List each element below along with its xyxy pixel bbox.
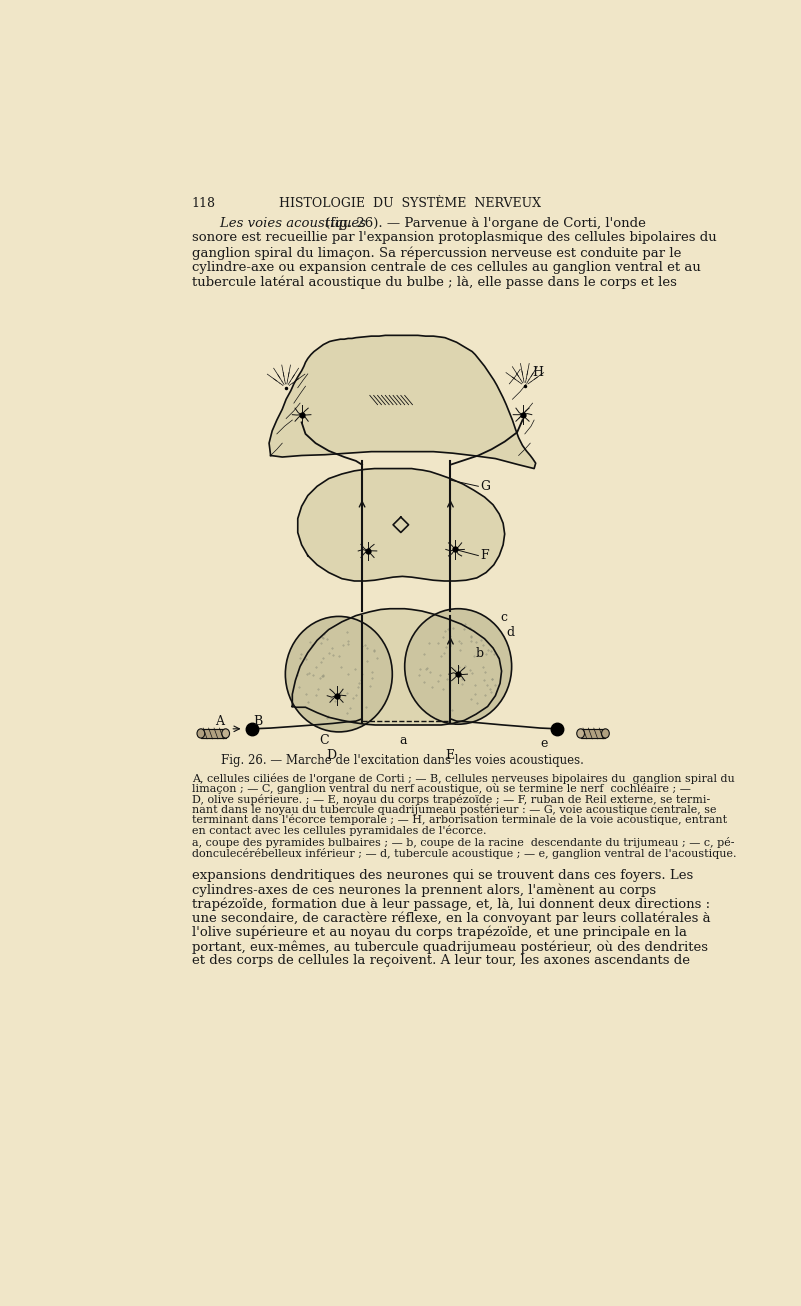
Text: sonore est recueillie par l'expansion protoplasmique des cellules bipolaires du: sonore est recueillie par l'expansion pr…: [191, 231, 716, 244]
Text: cylindres-axes de ces neurones la prennent alors, l'amènent au corps: cylindres-axes de ces neurones la prenne…: [191, 883, 656, 897]
Ellipse shape: [405, 609, 512, 725]
Text: 118: 118: [191, 197, 215, 210]
Text: H: H: [533, 366, 544, 379]
Text: cylindre-axe ou expansion centrale de ces cellules au ganglion ventral et au: cylindre-axe ou expansion centrale de ce…: [191, 261, 700, 274]
Polygon shape: [581, 729, 606, 738]
Text: Fig. 26. — Marche de l'excitation dans les voies acoustiques.: Fig. 26. — Marche de l'excitation dans l…: [221, 755, 584, 767]
Text: limaçon ; — C, ganglion ventral du nerf acoustique, où se termine le nerf  cochl: limaçon ; — C, ganglion ventral du nerf …: [191, 784, 690, 794]
Text: a: a: [399, 734, 407, 747]
Text: en contact avec les cellules pyramidales de l'écorce.: en contact avec les cellules pyramidales…: [191, 824, 486, 836]
Text: portant, eux-mêmes, au tubercule quadrijumeau postérieur, où des dendrites: portant, eux-mêmes, au tubercule quadrij…: [191, 940, 707, 953]
Ellipse shape: [197, 729, 205, 738]
Polygon shape: [269, 336, 536, 469]
Text: F: F: [480, 549, 489, 562]
Text: ganglion spiral du limaçon. Sa répercussion nerveuse est conduite par le: ganglion spiral du limaçon. Sa répercuss…: [191, 246, 681, 260]
Text: a, coupe des pyramides bulbaires ; — b, coupe de la racine  descendante du triju: a, coupe des pyramides bulbaires ; — b, …: [191, 837, 734, 849]
Text: C: C: [320, 734, 329, 747]
Text: A: A: [215, 714, 223, 727]
Text: B: B: [254, 714, 263, 727]
Polygon shape: [298, 469, 505, 581]
Ellipse shape: [222, 729, 230, 738]
Text: e: e: [541, 737, 548, 750]
Polygon shape: [201, 729, 226, 738]
Text: HISTOLOGIE  DU  SYSTÈME  NERVEUX: HISTOLOGIE DU SYSTÈME NERVEUX: [279, 197, 541, 210]
Text: nant dans le noyau du tubercule quadrijumeau postérieur : — G, voie acoustique c: nant dans le noyau du tubercule quadriju…: [191, 804, 716, 815]
Ellipse shape: [602, 729, 610, 738]
Text: D, olive supérieure. ; — E, noyau du corps trapézoïde ; — F, ruban de Reil exter: D, olive supérieure. ; — E, noyau du cor…: [191, 794, 710, 804]
Text: une secondaire, de caractère réflexe, en la convoyant par leurs collatérales à: une secondaire, de caractère réflexe, en…: [191, 912, 710, 925]
Text: et des corps de cellules la reçoivent. A leur tour, les axones ascendants de: et des corps de cellules la reçoivent. A…: [191, 955, 690, 968]
Text: Les voies acoustiques: Les voies acoustiques: [203, 217, 366, 230]
Text: E: E: [445, 750, 454, 763]
Text: b: b: [476, 646, 484, 660]
Text: (fig. 26). — Parvenue à l'organe de Corti, l'onde: (fig. 26). — Parvenue à l'organe de Cort…: [321, 217, 646, 230]
Text: c: c: [500, 611, 507, 624]
Text: terminant dans l'écorce temporale ; — H, arborisation terminale de la voie acous: terminant dans l'écorce temporale ; — H,…: [191, 815, 727, 825]
Text: donculecérébelleux inférieur ; — d, tubercule acoustique ; — e, ganglion ventral: donculecérébelleux inférieur ; — d, tube…: [191, 848, 736, 859]
Ellipse shape: [577, 729, 585, 738]
Text: l'olive supérieure et au noyau du corps trapézoïde, et une principale en la: l'olive supérieure et au noyau du corps …: [191, 926, 686, 939]
Text: trapézoïde, formation due à leur passage, et, là, lui donnent deux directions :: trapézoïde, formation due à leur passage…: [191, 897, 710, 912]
Polygon shape: [292, 609, 501, 725]
Text: tubercule latéral acoustique du bulbe ; là, elle passe dans le corps et les: tubercule latéral acoustique du bulbe ; …: [191, 276, 677, 289]
Ellipse shape: [285, 616, 392, 731]
Text: d: d: [506, 626, 514, 639]
Text: G: G: [480, 479, 490, 492]
Text: D: D: [327, 750, 336, 763]
Text: A, cellules ciliées de l'organe de Corti ; — B, cellules nerveuses bipolaires du: A, cellules ciliées de l'organe de Corti…: [191, 773, 735, 784]
Text: expansions dendritiques des neurones qui se trouvent dans ces foyers. Les: expansions dendritiques des neurones qui…: [191, 868, 693, 882]
